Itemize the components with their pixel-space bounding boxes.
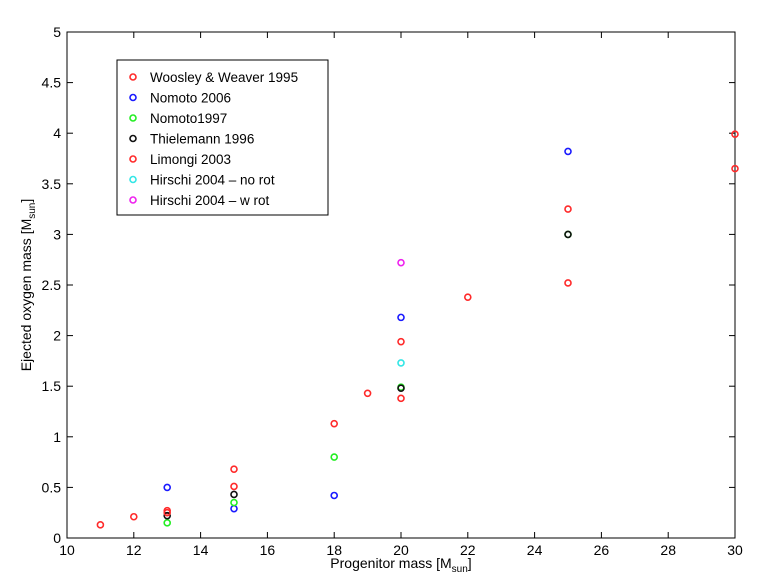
x-axis-title-sub: sun [452, 564, 468, 575]
data-point [230, 465, 238, 473]
data-point [731, 130, 739, 139]
x-tick-label: 24 [527, 542, 543, 558]
legend-entry: Hirschi 2004 – no rot [150, 173, 275, 188]
y-tick-label: 0.5 [42, 479, 62, 495]
y-tick-label: 1.5 [42, 378, 62, 394]
x-tick-label: 18 [326, 542, 342, 558]
x-axis-title-end: ] [468, 555, 472, 571]
y-tick-label: 0 [53, 530, 61, 546]
data-point [564, 147, 572, 156]
legend-marker [129, 134, 137, 143]
y-tick-label: 4 [53, 125, 61, 141]
data-point [230, 498, 238, 507]
data-point [363, 389, 372, 398]
y-tick-label: 5 [53, 24, 61, 40]
data-point [564, 279, 572, 287]
x-tick-label: 12 [126, 542, 142, 558]
x-tick-label: 10 [59, 542, 75, 558]
data-point [163, 519, 171, 527]
series-5 [397, 359, 405, 367]
data-point [163, 483, 171, 492]
y-tick-label: 3.5 [42, 176, 62, 192]
legend-entry: Limongi 2003 [150, 152, 231, 167]
data-point [96, 521, 105, 529]
series-6 [397, 258, 405, 267]
legend-marker [129, 196, 137, 204]
data-point [130, 512, 138, 521]
x-tick-label: 26 [594, 542, 610, 558]
data-point [463, 293, 472, 301]
data-point [564, 205, 572, 213]
legend-entry: Hirschi 2004 – w rot [150, 193, 270, 208]
legend-entry: Woosley & Weaver 1995 [150, 70, 298, 85]
x-axis-title: Progenitor mass [Msun] [330, 555, 471, 575]
y-tick-label: 3 [53, 226, 61, 242]
legend: Woosley & Weaver 1995 Nomoto 2006 Nomoto19… [116, 59, 329, 216]
data-points [96, 130, 739, 529]
legend-marker [129, 73, 137, 81]
data-point [163, 508, 171, 517]
legend-entry: Nomoto 2006 [150, 91, 231, 106]
x-tick-label: 22 [460, 542, 476, 558]
x-tick-label: 20 [393, 542, 409, 558]
data-point [397, 359, 405, 367]
y-tick-labels: 0 0.5 1 1.5 2 2.5 3 3.5 4 4.5 5 [42, 24, 62, 546]
data-point [397, 313, 405, 322]
data-point [330, 491, 339, 500]
y-axis-title: Ejected oxygen mass [Msun] [18, 199, 38, 372]
axis-ticks [66, 31, 736, 539]
x-tick-label: 14 [193, 542, 209, 558]
x-tick-label: 16 [260, 542, 276, 558]
legend-marker [129, 114, 137, 122]
legend-marker [129, 93, 137, 102]
y-tick-label: 2.5 [42, 277, 62, 293]
data-point [330, 419, 339, 428]
x-axis-title-main: Progenitor mass [M [330, 555, 451, 571]
data-point [397, 394, 405, 403]
data-point [397, 384, 405, 393]
y-axis-title-sub: sun [27, 203, 38, 219]
y-axis-title-main: Ejected oxygen mass [M [18, 219, 34, 372]
data-point [564, 230, 572, 239]
y-tick-label: 1 [53, 429, 61, 445]
data-point [731, 164, 739, 173]
series-4 [163, 164, 739, 517]
y-axis-title-end: ] [18, 199, 34, 203]
series-3 [163, 230, 572, 520]
data-point [163, 511, 171, 520]
x-tick-labels: 10 12 14 16 18 20 22 24 26 28 30 [59, 542, 743, 558]
data-point [230, 482, 238, 491]
y-tick-label: 4.5 [42, 75, 62, 91]
legend-entry: Thielemann 1996 [150, 132, 254, 147]
x-tick-label: 30 [727, 542, 743, 558]
data-point [230, 490, 238, 499]
legend-entry: Nomoto1997 [150, 111, 227, 126]
legend-box [116, 59, 329, 216]
data-point [397, 258, 405, 267]
legend-marker [129, 155, 137, 163]
data-point [330, 453, 339, 461]
data-point [397, 337, 405, 346]
y-tick-label: 2 [53, 328, 61, 344]
series-0 [96, 130, 739, 529]
legend-marker [129, 175, 137, 184]
x-tick-label: 28 [660, 542, 676, 558]
